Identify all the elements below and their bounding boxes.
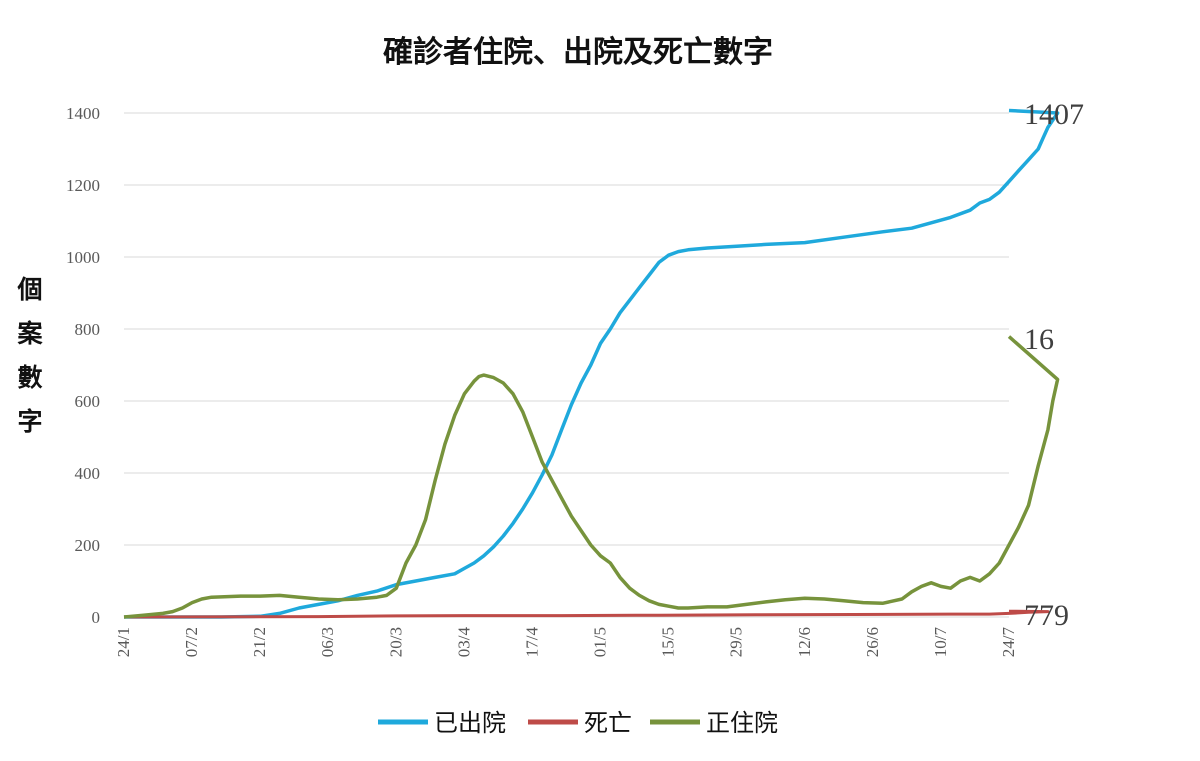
series-line-discharged (124, 108, 1060, 619)
x-tick-label: 01/5 (591, 627, 610, 657)
y-tick-label: 600 (75, 392, 101, 411)
x-tick-label: 17/4 (522, 627, 541, 658)
series-line-deaths (123, 609, 1050, 619)
x-tick-label: 29/5 (727, 627, 746, 657)
end-label-deaths: 16 (1024, 323, 1054, 356)
end-labels: 1407 16 779 (1024, 98, 1084, 632)
y-axis-label-char: 字 (17, 407, 42, 436)
y-tick-label: 1200 (66, 176, 100, 195)
x-tick-label: 21/2 (250, 627, 269, 657)
legend: 已出院 死亡 正住院 (378, 709, 778, 737)
legend-label-hospitalised: 正住院 (706, 709, 778, 737)
series-line-hospitalised (123, 335, 1060, 619)
legend-label-discharged: 已出院 (434, 709, 506, 737)
y-tick-labels: 0 200 400 600 800 1000 1200 1400 (66, 104, 100, 627)
x-tick-label: 03/4 (454, 627, 473, 658)
y-tick-label: 0 (92, 608, 101, 627)
y-axis-label-char: 個 (16, 275, 42, 304)
gridlines (124, 112, 1009, 618)
x-tick-label: 20/3 (386, 627, 405, 657)
legend-label-deaths: 死亡 (584, 709, 632, 737)
x-tick-label: 26/6 (863, 627, 882, 657)
x-tick-label: 24/1 (114, 627, 133, 657)
y-tick-label: 1400 (66, 104, 100, 123)
y-axis-label-char: 數 (17, 363, 42, 392)
chart-title: 確診者住院、出院及死亡數字 (383, 35, 773, 70)
x-tick-label: 12/6 (795, 627, 814, 657)
end-label-discharged: 1407 (1024, 98, 1084, 131)
x-tick-labels: 24/1 07/2 21/2 06/3 20/3 03/4 17/4 01/5 15/5 29/5… (114, 627, 1018, 658)
x-tick-label: 24/7 (999, 627, 1018, 658)
x-tick-label: 07/2 (182, 627, 201, 657)
x-tick-label: 15/5 (659, 627, 678, 657)
y-tick-label: 400 (75, 464, 101, 483)
end-label-hospitalised: 779 (1024, 599, 1069, 632)
y-axis-label: 個 案 數 字 (16, 275, 43, 436)
x-tick-label: 10/7 (931, 627, 950, 658)
series-lines (123, 108, 1060, 619)
y-axis-label-char: 案 (16, 319, 43, 348)
y-tick-label: 200 (75, 536, 101, 555)
y-tick-label: 1000 (66, 248, 100, 267)
y-tick-label: 800 (75, 320, 101, 339)
x-tick-label: 06/3 (318, 627, 337, 657)
